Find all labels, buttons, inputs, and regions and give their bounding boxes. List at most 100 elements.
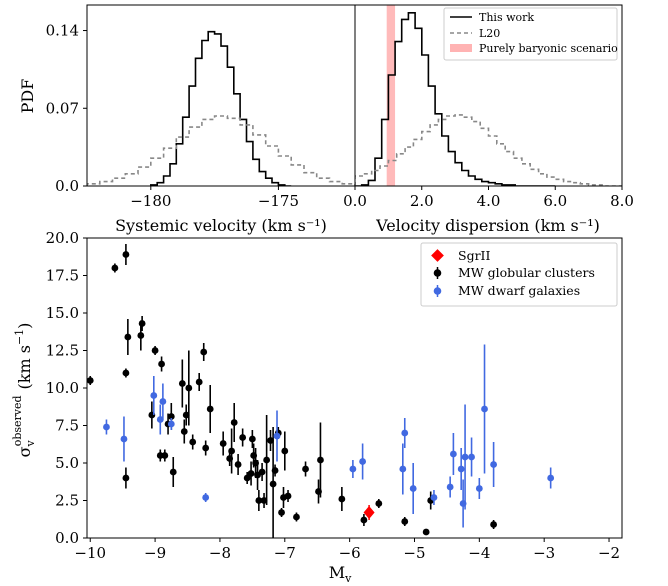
mw-globular-clusters-point xyxy=(230,419,238,426)
tr-legend-frame xyxy=(443,7,618,61)
mw-globular-clusters-point xyxy=(124,333,132,341)
bottom-ytick-label: 20.0 xyxy=(46,229,79,247)
bottom-xtick-label: −3 xyxy=(533,544,555,562)
mw-globular-clusters-point xyxy=(401,518,409,525)
mw-globular-clusters-point xyxy=(189,438,197,446)
bottom-ytick-label: 15.0 xyxy=(46,304,79,322)
mw-globular-clusters-point xyxy=(137,332,145,339)
bottom-xtick-label: −2 xyxy=(598,544,620,562)
bottom-legend-gc: MW globular clusters xyxy=(458,265,595,280)
tl-ytick-label: 0.14 xyxy=(46,22,79,40)
mw-dwarf-galaxies-point xyxy=(468,453,475,461)
panel-velocity-dispersion: 0.0 2.0 4.0 6.0 8.0 Velocity dispersion (km … xyxy=(343,4,634,235)
mw-dwarf-galaxies-point xyxy=(461,453,469,461)
tr-baryonic-band xyxy=(386,5,396,186)
mw-dwarf-galaxies-point xyxy=(349,465,357,473)
mw-dwarf-galaxies-point xyxy=(475,485,483,492)
tr-xtick-label: 6.0 xyxy=(543,192,567,210)
mw-dwarf-galaxies-point xyxy=(156,416,164,423)
mw-globular-clusters-point xyxy=(161,452,169,459)
mw-dwarf-galaxies-point xyxy=(490,461,497,468)
mw-globular-clusters-point xyxy=(375,500,383,507)
tr-legend-baryonic: Purely baryonic scenario xyxy=(479,42,618,55)
bottom-ytick-label: 10.0 xyxy=(46,379,79,397)
mw-globular-clusters-point xyxy=(185,384,193,392)
bottom-legend-dwarf-marker xyxy=(433,287,442,295)
mw-globular-clusters-point xyxy=(248,435,256,443)
mw-globular-clusters-point xyxy=(269,480,277,488)
bottom-legend-gc-marker xyxy=(433,269,442,277)
mw-globular-clusters-point xyxy=(200,348,208,356)
mw-globular-clusters-point xyxy=(206,405,214,413)
tr-xtick-label: 8.0 xyxy=(610,192,634,210)
bottom-xtick-label: −7 xyxy=(274,544,296,562)
tr-legend-baryonic-swatch xyxy=(450,44,472,52)
mw-globular-clusters-point xyxy=(243,474,251,482)
tr-xlabel: Velocity dispersion (km s⁻¹) xyxy=(375,216,600,235)
bottom-xtick-label: −8 xyxy=(209,544,231,562)
bottom-ytick-label: 5.0 xyxy=(55,454,79,472)
bottom-legend: SgrII MW globular clusters MW dwarf gala… xyxy=(420,242,618,307)
panel-tl-frame xyxy=(86,4,356,187)
mw-globular-clusters-point xyxy=(122,369,130,377)
bottom-ylabel: σvobserved(km s−1) xyxy=(11,323,37,458)
mw-globular-clusters-point xyxy=(167,413,175,420)
mw-globular-clusters-point xyxy=(169,468,177,476)
mw-globular-clusters-point xyxy=(178,380,186,387)
mw-globular-clusters-point xyxy=(158,360,165,368)
mw-dwarf-galaxies-point xyxy=(159,398,167,405)
mw-globular-clusters-point xyxy=(122,251,130,258)
bottom-ytick-label: 0.0 xyxy=(55,529,79,547)
mw-globular-clusters-point xyxy=(302,465,309,473)
tr-xtick-label: 4.0 xyxy=(477,192,501,210)
mw-dwarf-galaxies-point xyxy=(273,432,281,440)
mw-dwarf-galaxies-point xyxy=(150,392,158,399)
mw-globular-clusters-point xyxy=(180,428,188,435)
mw-globular-clusters-point xyxy=(122,474,130,482)
tl-xtick-label: −175 xyxy=(258,192,299,210)
mw-dwarf-galaxies-point xyxy=(446,483,454,491)
mw-dwarf-galaxies-point xyxy=(409,485,417,492)
mw-globular-clusters-point xyxy=(293,513,300,521)
mw-dwarf-galaxies-point xyxy=(430,494,438,501)
mw-globular-clusters-point xyxy=(284,492,292,500)
tl-xlabel: Systemic velocity (km s⁻¹) xyxy=(115,216,327,235)
mw-globular-clusters-point xyxy=(151,347,159,354)
tr-l20-hist xyxy=(355,114,622,186)
tr-legend-this-work: This work xyxy=(479,11,534,24)
tl-ytick-label: 0.0 xyxy=(55,177,79,195)
mw-globular-clusters-point xyxy=(258,468,266,476)
mw-globular-clusters-point xyxy=(195,378,203,386)
tr-xtick-label: 0.0 xyxy=(343,192,367,210)
bottom-legend-dwarf: MW dwarf galaxies xyxy=(458,283,580,298)
tr-xtick-label: 2.0 xyxy=(410,192,434,210)
mw-globular-clusters-point xyxy=(490,521,497,528)
mw-dwarf-galaxies-point xyxy=(457,465,465,473)
mw-globular-clusters-point xyxy=(239,434,247,441)
bottom-xtick-label: −9 xyxy=(144,544,166,562)
bottom-xtick-label: −5 xyxy=(403,544,425,562)
mw-globular-clusters-point xyxy=(234,461,242,468)
sgrii-point xyxy=(363,506,375,519)
mw-dwarf-galaxies-point xyxy=(547,474,555,482)
mw-globular-clusters-point xyxy=(87,377,94,384)
mw-globular-clusters-point xyxy=(228,447,236,455)
bottom-xtick-label: −10 xyxy=(74,544,106,562)
mw-globular-clusters-point xyxy=(138,320,146,327)
mw-dwarf-galaxies-point xyxy=(202,494,210,501)
mw-globular-clusters-point xyxy=(247,470,255,477)
mw-dwarf-galaxies-point xyxy=(103,423,110,431)
mw-globular-clusters-point xyxy=(360,516,368,524)
tl-ylabel: PDF xyxy=(18,79,37,114)
tl-l20-hist xyxy=(87,115,355,186)
bottom-xtick-label: −4 xyxy=(468,544,490,562)
tl-xtick-label: −180 xyxy=(130,192,171,210)
bottom-xlabel: Mv xyxy=(329,563,352,585)
mw-globular-clusters-point xyxy=(267,437,274,444)
tr-legend: This work L20 Purely baryonic scenario xyxy=(443,7,618,61)
bottom-ytick-label: 7.5 xyxy=(55,417,79,435)
mw-globular-clusters-point xyxy=(422,528,430,536)
mw-globular-clusters-point xyxy=(255,497,263,504)
mw-globular-clusters-point xyxy=(281,447,289,455)
